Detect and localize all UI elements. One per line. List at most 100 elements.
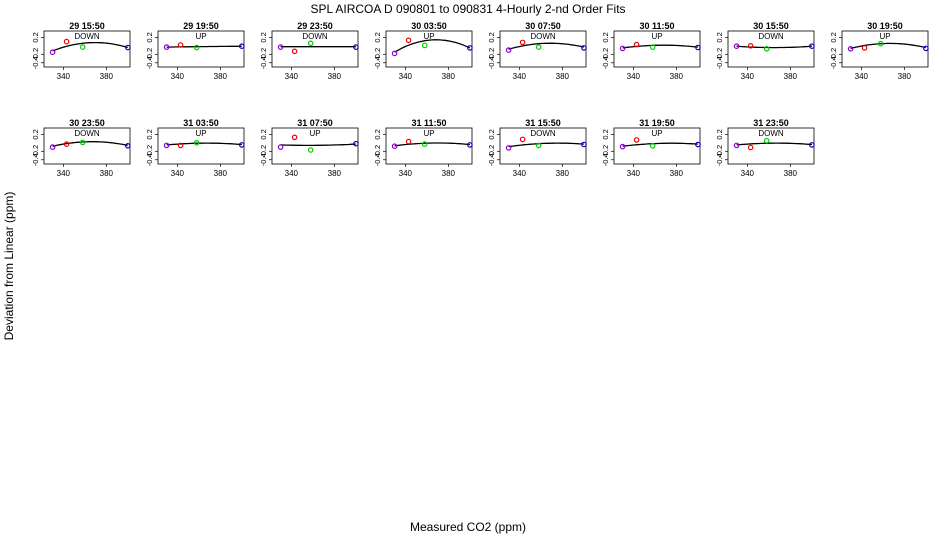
y-tick-label: -0.2	[601, 145, 610, 158]
x-tick-label: 380	[214, 72, 228, 81]
data-point	[277, 144, 284, 150]
data-point	[923, 45, 929, 52]
x-tick-label: 340	[399, 169, 413, 178]
data-point	[405, 138, 412, 145]
data-point	[733, 43, 740, 50]
fit-curve	[52, 141, 128, 147]
y-tick-label: -0.2	[715, 48, 724, 61]
x-tick-label: 340	[171, 169, 185, 178]
data-point	[79, 44, 86, 50]
y-tick-label: 0.2	[715, 129, 724, 139]
fit-curve	[508, 142, 584, 148]
y-tick-label: -0.2	[31, 48, 40, 61]
y-tick-label: -0.2	[373, 145, 382, 158]
fit-curve	[166, 142, 242, 146]
x-tick-label: 380	[214, 169, 228, 178]
panel-title: 29 15:50	[69, 21, 105, 31]
fit-curve	[394, 142, 470, 147]
fit-curve	[736, 142, 812, 146]
data-point	[277, 44, 284, 50]
y-tick-label: -0.4	[145, 56, 154, 69]
data-point	[177, 142, 184, 149]
panel-title: 31 23:50	[753, 118, 789, 128]
panel-direction-label: UP	[195, 129, 206, 138]
data-point	[519, 39, 526, 46]
data-point	[291, 48, 298, 55]
panel-direction-label: DOWN	[758, 129, 784, 138]
data-point	[619, 45, 626, 52]
x-tick-label: 340	[57, 169, 71, 178]
panel-direction-label: UP	[651, 32, 662, 41]
y-tick-label: 0.2	[601, 129, 610, 139]
x-tick-label: 380	[784, 72, 798, 81]
y-tick-label: -0.2	[31, 145, 40, 158]
data-point	[877, 40, 884, 47]
data-point	[519, 136, 526, 143]
panel-frame	[727, 30, 815, 68]
y-tick-label: 0.2	[487, 129, 496, 139]
figure-title: SPL AIRCOA D 090801 to 090831 4-Hourly 2…	[310, 2, 625, 16]
y-tick-label: -0.4	[829, 56, 838, 69]
x-tick-label: 380	[670, 72, 684, 81]
data-point	[763, 137, 770, 144]
panel-title: 30 11:50	[639, 21, 674, 31]
fit-curve	[622, 142, 698, 147]
y-tick-label: 0.2	[601, 32, 610, 42]
panel-direction-label: DOWN	[74, 32, 100, 41]
y-tick-label: -0.4	[715, 56, 724, 69]
panel-direction-label: DOWN	[530, 129, 556, 138]
y-tick-label: 0.2	[487, 32, 496, 42]
data-point	[353, 140, 359, 147]
panel-frame	[157, 30, 245, 68]
data-point	[193, 44, 200, 51]
data-point	[633, 137, 640, 143]
x-tick-label: 380	[556, 72, 570, 81]
y-tick-label: -0.4	[373, 153, 382, 166]
panel-direction-label: UP	[423, 129, 434, 138]
panel-direction-label: UP	[879, 32, 890, 41]
y-tick-label: -0.4	[145, 153, 154, 166]
data-point	[695, 44, 701, 51]
y-tick-label: -0.2	[715, 145, 724, 158]
x-tick-label: 380	[328, 72, 342, 81]
x-tick-label: 340	[513, 72, 527, 81]
panel-direction-label: DOWN	[74, 129, 100, 138]
data-point	[581, 45, 587, 51]
x-tick-label: 380	[100, 169, 114, 178]
y-tick-label: 0.2	[31, 129, 40, 139]
y-tick-label: -0.2	[829, 48, 838, 61]
data-point	[125, 143, 131, 149]
panel-title: 31 03:50	[183, 118, 219, 128]
panel-title: 31 07:50	[297, 118, 333, 128]
x-tick-label: 380	[898, 72, 912, 81]
x-tick-label: 340	[627, 169, 641, 178]
data-point	[505, 47, 512, 53]
data-point	[163, 44, 170, 50]
data-point	[733, 142, 740, 149]
data-point	[535, 142, 542, 149]
y-tick-label: 0.2	[145, 32, 154, 42]
y-tick-label: -0.4	[601, 56, 610, 69]
panel-title: 31 15:50	[525, 118, 561, 128]
x-axis-label: Measured CO2 (ppm)	[410, 520, 526, 534]
panel-direction-label: UP	[195, 32, 206, 41]
x-tick-label: 380	[556, 169, 570, 178]
y-tick-label: 0.2	[145, 129, 154, 139]
data-point	[505, 145, 512, 151]
y-tick-label: 0.2	[31, 32, 40, 42]
x-tick-label: 340	[285, 72, 299, 81]
data-point	[581, 141, 587, 148]
fit-curve	[508, 42, 585, 50]
